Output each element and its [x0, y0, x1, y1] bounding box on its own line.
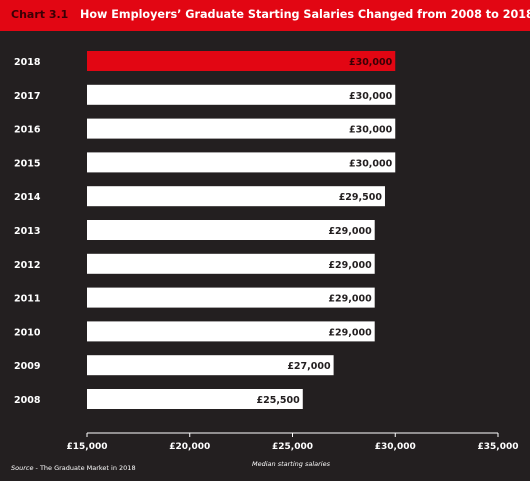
bar — [87, 355, 334, 376]
year-label: 2017 — [14, 91, 40, 102]
year-label: 2013 — [14, 226, 40, 237]
data-label: £25,500 — [256, 395, 300, 406]
year-label: 2015 — [14, 158, 40, 169]
year-label: 2014 — [14, 192, 41, 203]
x-tick-label: £30,000 — [375, 442, 416, 452]
bar — [87, 186, 385, 207]
data-label: £29,000 — [328, 327, 372, 338]
year-label: 2011 — [14, 294, 40, 305]
data-label: £30,000 — [349, 158, 393, 169]
x-tick-label: £15,000 — [67, 442, 108, 452]
x-tick-label: £20,000 — [169, 442, 210, 452]
chart-source: Source - The Graduate Market in 2018 — [11, 464, 136, 472]
bar — [87, 118, 396, 139]
bar — [87, 389, 303, 409]
data-label: £29,000 — [328, 294, 372, 305]
data-label: £30,000 — [349, 91, 393, 102]
chart-title: How Employers’ Graduate Starting Salarie… — [80, 8, 530, 21]
year-label: 2016 — [14, 125, 41, 136]
bar — [87, 287, 375, 308]
x-axis-title: Median starting salaries — [252, 460, 331, 468]
x-tick-label: £25,000 — [272, 442, 313, 452]
data-label: £29,500 — [339, 192, 383, 203]
bar — [87, 253, 375, 274]
year-label: 2012 — [14, 260, 40, 271]
year-label: 2008 — [14, 395, 41, 406]
data-label: £29,000 — [328, 260, 372, 271]
data-label: £30,000 — [349, 57, 393, 68]
year-label: 2018 — [14, 57, 41, 68]
data-label: £27,000 — [287, 361, 331, 372]
year-label: 2009 — [14, 361, 40, 372]
x-tick-label: £35,000 — [478, 442, 519, 452]
bar-highlight — [87, 51, 396, 71]
year-label: 2010 — [14, 327, 41, 338]
data-label: £30,000 — [349, 125, 393, 136]
bar — [87, 220, 375, 240]
chart-number: Chart 3.1 — [11, 8, 69, 21]
chart-header: Chart 3.1 How Employers’ Graduate Starti… — [0, 0, 530, 31]
source-text: - The Graduate Market in 2018 — [33, 464, 136, 472]
bar — [87, 152, 396, 173]
bar — [87, 84, 396, 105]
source-label: Source — [11, 464, 34, 472]
bar — [87, 321, 375, 342]
data-label: £29,000 — [328, 226, 372, 237]
